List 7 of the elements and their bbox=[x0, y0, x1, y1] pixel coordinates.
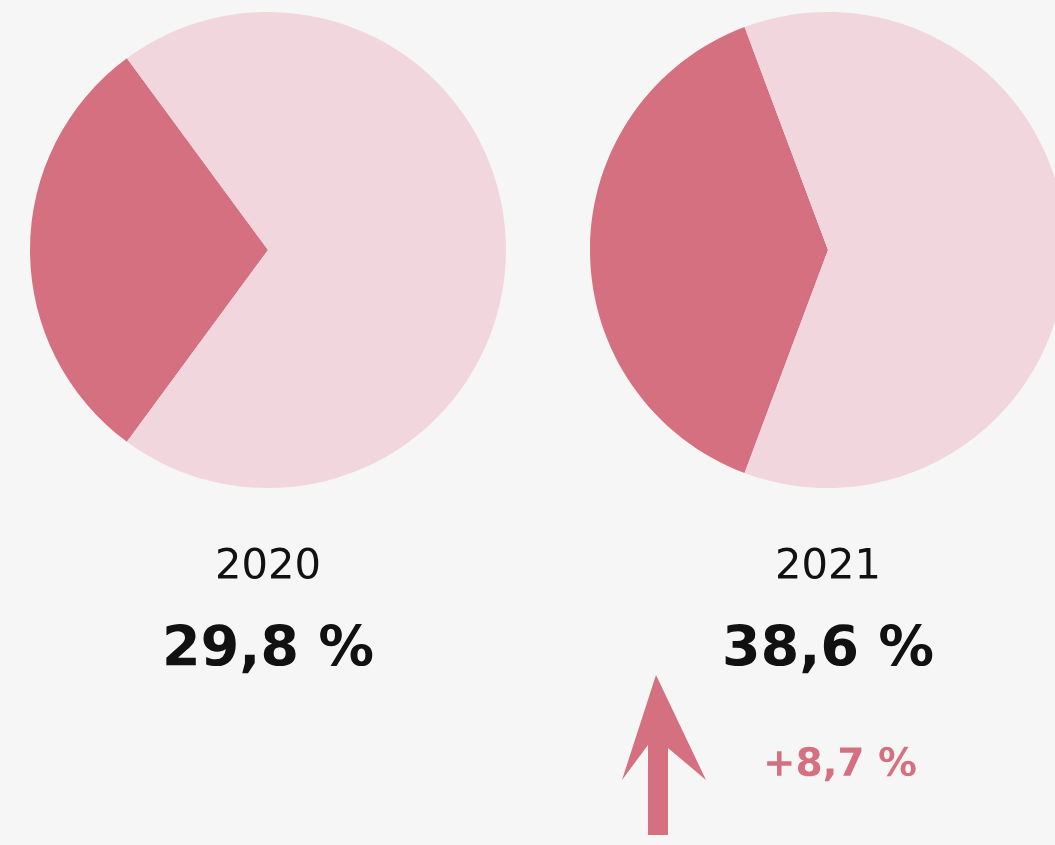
text: 2021 bbox=[778, 547, 878, 580]
text: +8,7 % bbox=[767, 746, 916, 782]
text: 38,6 % bbox=[725, 624, 933, 674]
pie-slice bbox=[30, 58, 268, 442]
pie-slice bbox=[126, 12, 506, 488]
text: 29,8 % bbox=[166, 624, 373, 674]
text: 2020 bbox=[218, 547, 319, 580]
